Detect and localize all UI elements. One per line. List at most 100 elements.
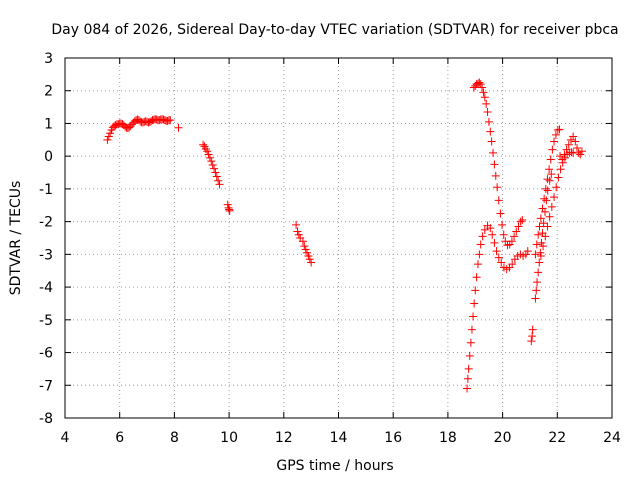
y-tick-label: -6 [39, 346, 53, 362]
data-point [508, 260, 517, 269]
x-tick-label: 6 [115, 430, 124, 446]
data-point [479, 88, 488, 97]
data-point [463, 384, 472, 393]
x-tick-label: 20 [494, 430, 512, 446]
data-point [521, 250, 530, 259]
data-point [104, 132, 113, 141]
data-point [490, 160, 499, 169]
data-point [480, 225, 489, 234]
data-point [466, 338, 475, 347]
data-point [478, 232, 487, 241]
data-point [103, 135, 112, 144]
data-point [564, 140, 573, 149]
data-point [562, 145, 571, 154]
data-point [478, 83, 487, 92]
data-point [464, 364, 473, 373]
y-tick-label: -8 [39, 411, 53, 427]
data-point [550, 193, 559, 202]
data-point [482, 99, 491, 108]
data-point [523, 247, 532, 256]
data-point [496, 209, 505, 218]
x-tick-label: 12 [275, 430, 293, 446]
data-point [212, 172, 221, 181]
data-point [205, 153, 214, 162]
data-point [532, 240, 541, 249]
data-point [483, 108, 492, 116]
data-point [560, 150, 569, 159]
data-point [567, 148, 576, 157]
data-point [207, 157, 216, 166]
y-tick-label: -2 [39, 215, 53, 231]
data-point [491, 171, 500, 180]
data-point [472, 273, 481, 282]
data-point [541, 232, 550, 241]
data-point [487, 137, 496, 146]
data-point [527, 337, 536, 346]
data-point [475, 250, 484, 259]
data-point [204, 150, 213, 159]
data-point [471, 286, 480, 295]
data-point [574, 148, 583, 157]
data-point [490, 238, 499, 247]
data-point [534, 268, 543, 277]
data-point [203, 147, 212, 156]
data-point [307, 258, 316, 267]
data-point [475, 78, 484, 87]
data-point [542, 196, 551, 205]
data-point [516, 217, 525, 226]
data-point [498, 220, 507, 229]
data-point [480, 93, 489, 102]
data-point [497, 258, 506, 267]
data-point [558, 155, 567, 164]
data-point [552, 183, 561, 192]
data-point [467, 325, 476, 334]
data-point [531, 294, 540, 303]
data-point [539, 219, 548, 228]
data-point [106, 129, 115, 138]
data-point [492, 247, 501, 256]
data-point [536, 252, 545, 260]
data-point [535, 258, 544, 267]
data-point [558, 158, 567, 167]
data-point [531, 250, 540, 259]
data-point [507, 237, 516, 246]
data-point [545, 176, 554, 185]
data-point [540, 194, 549, 203]
data-point [572, 144, 581, 152]
data-point [463, 374, 472, 383]
data-point [510, 232, 519, 241]
x-tick-label: 22 [548, 430, 566, 446]
x-tick-label: 10 [220, 430, 238, 446]
data-point [545, 165, 554, 174]
grid-lines [65, 58, 612, 418]
data-point [528, 332, 537, 341]
data-point [473, 260, 482, 269]
data-point [304, 252, 313, 260]
data-point [555, 125, 564, 134]
data-point [211, 168, 220, 177]
data-point [214, 176, 223, 185]
data-point [486, 127, 495, 136]
data-point [298, 237, 307, 246]
data-point [292, 220, 301, 229]
data-point [543, 186, 552, 195]
x-axis-title: GPS time / hours [276, 458, 393, 474]
data-point [469, 312, 478, 321]
data-point [301, 245, 310, 254]
y-tick-label: -5 [39, 313, 53, 329]
data-point [546, 155, 555, 164]
data-point [536, 248, 545, 257]
data-point [293, 227, 302, 236]
data-point [488, 230, 497, 239]
data-point [484, 117, 493, 126]
data-point [547, 170, 556, 179]
data-point [569, 132, 578, 141]
y-tick-label: -3 [39, 247, 53, 263]
data-point [512, 227, 521, 236]
data-point [208, 161, 217, 170]
data-point [534, 230, 543, 239]
data-point [223, 200, 232, 209]
data-point [503, 241, 512, 250]
